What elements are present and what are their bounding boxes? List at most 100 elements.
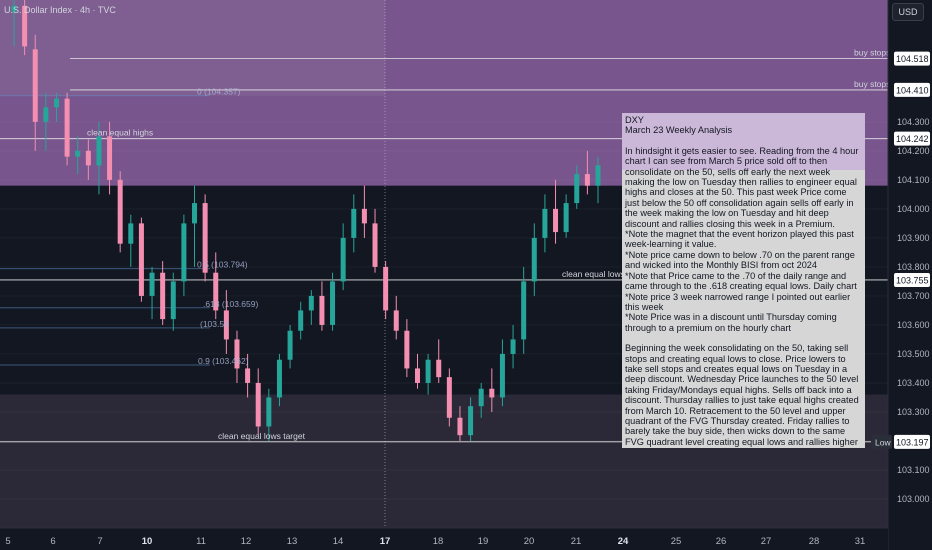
- candle-body: [436, 359, 442, 378]
- candle-body: [170, 281, 176, 320]
- candle-body: [43, 107, 49, 122]
- candle-body: [319, 295, 325, 325]
- y-tick-label: 103.400: [897, 378, 930, 388]
- candle-body: [32, 49, 38, 122]
- level-label: clean equal lows target: [218, 431, 306, 441]
- x-tick-label: 26: [716, 536, 727, 547]
- y-tick-label: 104.300: [897, 117, 930, 127]
- note-highlight: [622, 113, 865, 170]
- candle-body: [553, 208, 559, 233]
- candle-body: [11, 5, 17, 12]
- analysis-note[interactable]: DXY March 23 Weekly Analysis In hindsigh…: [622, 113, 865, 448]
- candle-body: [223, 310, 229, 340]
- candle-body: [414, 368, 420, 383]
- note-bullet-3: *Note that Price came to the .70 of the …: [625, 270, 857, 292]
- price-tag-label: 103.755: [896, 275, 929, 285]
- candle-body: [128, 223, 134, 244]
- candle-body: [117, 179, 123, 244]
- candle-body: [425, 359, 431, 383]
- candle-body: [372, 223, 378, 267]
- fib-label: .618 (103.659): [203, 299, 258, 309]
- y-tick-label: 103.600: [897, 320, 930, 330]
- y-tick-label: 103.300: [897, 407, 930, 417]
- candle-body: [107, 136, 113, 180]
- candle-body: [383, 266, 389, 311]
- x-tick-label: 27: [761, 536, 772, 547]
- time-axis-background: [0, 528, 888, 550]
- candle-body: [393, 310, 399, 331]
- y-tick-label: 104.000: [897, 204, 930, 214]
- candle-body: [499, 353, 505, 398]
- low-tag-label: Low: [875, 437, 891, 447]
- candle-body: [202, 203, 208, 273]
- price-tag: [894, 434, 930, 449]
- candle-body: [138, 223, 144, 296]
- candle-body: [160, 272, 166, 320]
- candle-body: [298, 310, 304, 331]
- x-tick-label: 31: [855, 536, 866, 547]
- x-tick-label: 10: [142, 536, 153, 547]
- candle-body: [276, 359, 282, 398]
- price-tag: [894, 131, 930, 146]
- note-bullet-1: *Note the magnet that the event horizon …: [625, 229, 857, 250]
- fib-label: 0.9 (103.462): [198, 356, 249, 366]
- y-tick-label: 103.800: [897, 262, 930, 272]
- level-label: clean equal highs: [87, 128, 153, 138]
- level-label: buy stops: [854, 79, 890, 89]
- candle-body: [595, 165, 601, 186]
- candle-body: [574, 174, 580, 204]
- note-paragraph-1: In hindsight it gets easier to see. Read…: [625, 145, 861, 229]
- price-tag-label: 104.518: [896, 54, 929, 64]
- candle-body: [192, 203, 198, 224]
- x-tick-label: 21: [571, 536, 582, 547]
- candle-body: [563, 203, 569, 233]
- candle-body: [478, 388, 484, 407]
- y-tick-label: 103.900: [897, 233, 930, 243]
- note-title: DXY: [625, 115, 644, 125]
- x-tick-label: 24: [618, 536, 629, 547]
- x-tick-label: 28: [809, 536, 820, 547]
- candle-body: [531, 237, 537, 282]
- candle-body: [468, 406, 474, 436]
- price-tag-label: 103.197: [896, 437, 929, 447]
- y-tick-label: 103.500: [897, 349, 930, 359]
- candle-body: [584, 174, 590, 186]
- candle-body: [266, 397, 272, 427]
- x-tick-label: 13: [287, 536, 298, 547]
- candle-body: [85, 150, 91, 166]
- candle-body: [213, 272, 219, 311]
- candle-body: [287, 330, 293, 360]
- chart-title: U.S. Dollar Index · 4h · TVC: [4, 5, 116, 15]
- price-tag: [894, 272, 930, 287]
- price-tag: [894, 82, 930, 97]
- candle-body: [404, 330, 410, 369]
- candle-body: [255, 382, 261, 427]
- level-label: clean equal lows: [562, 269, 625, 279]
- x-tick-label: 11: [196, 536, 206, 547]
- x-tick-label: 14: [333, 536, 344, 547]
- x-tick-label: 6: [50, 536, 55, 547]
- note-paragraph-2: Beginning the week consolidating on the …: [625, 343, 859, 448]
- x-tick-label: 12: [241, 536, 252, 547]
- fib-label: 0 (104.357): [197, 87, 241, 97]
- candle-body: [521, 281, 527, 340]
- note-bullet-4: *Note price 3 week narrowed range I poin…: [625, 291, 853, 312]
- candle-body: [361, 208, 367, 224]
- candle-body: [149, 272, 155, 296]
- price-tag-label: 104.242: [896, 134, 929, 144]
- y-tick-label: 103.700: [897, 291, 930, 301]
- x-tick-label: 17: [380, 536, 391, 547]
- price-tag-label: 104.410: [896, 85, 929, 95]
- x-tick-label: 19: [478, 536, 489, 547]
- candle-body: [351, 208, 357, 238]
- candle-body: [457, 417, 463, 436]
- candle-body: [510, 339, 516, 354]
- currency-button[interactable]: USD: [892, 3, 924, 21]
- fib-label: 0.5 (103.794): [197, 260, 248, 270]
- candle-body: [53, 98, 59, 108]
- x-tick-label: 25: [671, 536, 682, 547]
- low-tag: [871, 434, 892, 449]
- x-tick-label: 7: [97, 536, 102, 547]
- candle-body: [181, 223, 187, 282]
